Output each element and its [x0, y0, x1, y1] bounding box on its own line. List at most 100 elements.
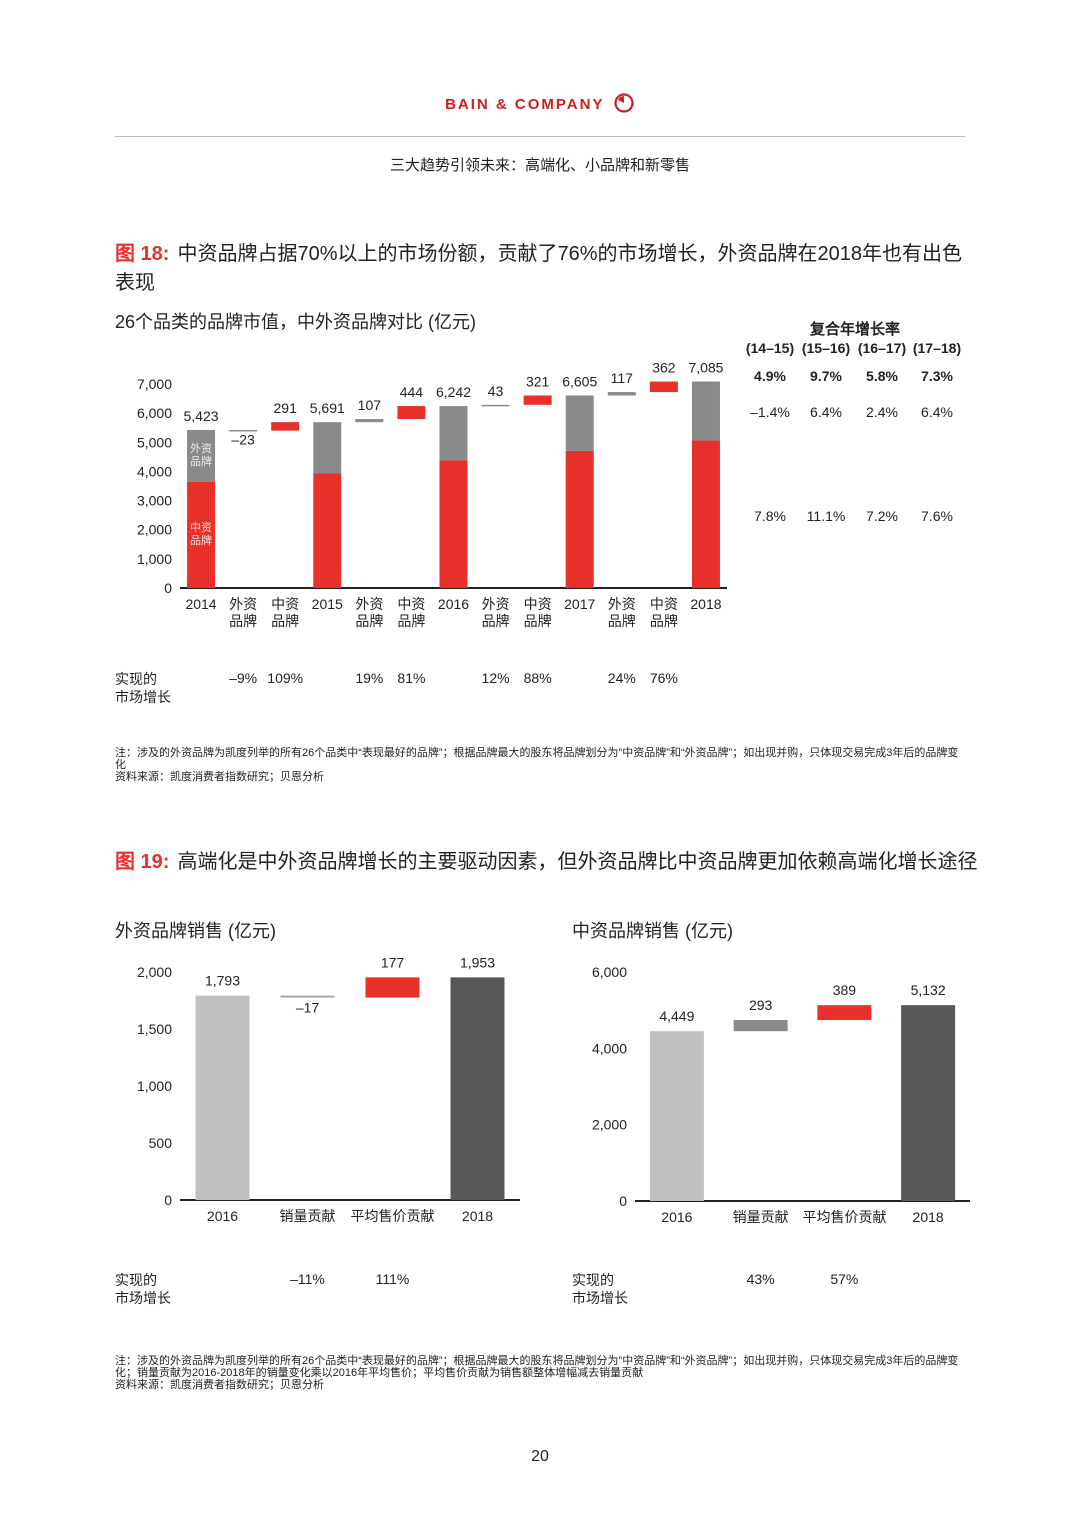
header-brand: BAIN & COMPANY — [0, 92, 1080, 114]
value-label: 43 — [488, 383, 504, 399]
y-tick-label: 0 — [164, 1192, 172, 1208]
chart-title: 26个品类的品牌市值，中外资品牌对比 (亿元) — [115, 312, 477, 332]
x-tick-label: 中资品牌 — [643, 596, 685, 630]
x-tick-label-text: 中资品牌 — [271, 596, 300, 629]
value-label: 362 — [652, 360, 676, 376]
x-tick-label-text: 2018 — [461, 1208, 494, 1224]
x-tick-label: 平均售价贡献 — [803, 1209, 887, 1226]
cagr-cell: 4.9% — [754, 368, 786, 384]
x-tick-label-text: 外资品牌 — [229, 596, 258, 629]
x-tick-label: 2018 — [886, 1209, 970, 1226]
cagr-cell: 2.4% — [866, 404, 898, 420]
x-tick-label-text: 中资品牌 — [397, 596, 426, 629]
y-tick-label: 4,000 — [137, 463, 172, 479]
bar-segment — [187, 429, 216, 482]
delta-bar — [523, 395, 552, 405]
cagr-column: (17–18) — [912, 340, 962, 356]
x-tick-label: 平均售价贡献 — [350, 1208, 435, 1225]
value-label: 19% — [355, 670, 383, 686]
y-tick-label: 500 — [149, 1135, 173, 1151]
segment-label: 中资品牌 — [190, 521, 213, 547]
delta-bar — [229, 429, 258, 432]
cagr-cell: 6.4% — [810, 404, 842, 420]
delta-bar — [280, 995, 335, 998]
value-label: 109% — [267, 670, 303, 686]
delta-bar — [355, 419, 384, 423]
cagr-cell: 7.2% — [866, 508, 898, 524]
value-label: –9% — [229, 670, 257, 686]
bar-segment — [313, 473, 342, 588]
figure-text: 高端化是中外资品牌增长的主要驱动因素，但外资品牌比中资品牌更加依赖高端化增长途径 — [177, 851, 978, 873]
value-label: 4,449 — [659, 1008, 694, 1024]
notes: 注：涉及的外资品牌为凯度列举的所有26个品类中“表现最好的品牌”；根据品牌最大的… — [115, 747, 965, 783]
bar-segment — [187, 481, 216, 588]
y-tick-label: 0 — [619, 1193, 627, 1209]
figure-title: 图 19: 高端化是中外资品牌增长的主要驱动因素，但外资品牌比中资品牌更加依赖高端… — [115, 848, 985, 877]
value-label: –11% — [290, 1271, 325, 1287]
y-tick-label: 6,000 — [137, 405, 172, 421]
note: 资料来源：凯度消费者指数研究；贝恩分析 — [115, 1379, 324, 1391]
cagr-cell: 7.6% — [921, 508, 953, 524]
x-tick-label: 2016 — [635, 1209, 719, 1226]
cagr-cell: 7.3% — [921, 368, 953, 384]
value-label: 107 — [358, 397, 382, 413]
value-label: 6,242 — [436, 384, 471, 400]
bar-segment — [691, 440, 720, 588]
x-tick-label-text: 外资品牌 — [355, 596, 384, 629]
x-tick-label-text: 2017 — [564, 596, 596, 612]
x-tick-label: 2017 — [559, 596, 601, 613]
cagr-cell: 7.8% — [754, 508, 786, 524]
value-label: 76% — [650, 670, 678, 686]
x-tick-label: 中资品牌 — [390, 596, 432, 630]
value-label: 24% — [608, 670, 636, 686]
delta-bar — [733, 1020, 788, 1032]
x-tick-label: 外资品牌 — [475, 596, 517, 630]
chart-title: 外资品牌销售 (亿元) — [115, 921, 276, 941]
value-label: 5,691 — [310, 400, 345, 416]
x-tick-label: 2018 — [435, 1208, 520, 1225]
x-tick-label-text: 2014 — [185, 596, 217, 612]
cagr-cell: 5.8% — [866, 368, 898, 384]
cagr-column: (14–15) — [745, 340, 795, 356]
x-tick-label-text: 2018 — [912, 1209, 944, 1225]
note: 注：涉及的外资品牌为凯度列举的所有26个品类中“表现最好的品牌”；根据品牌最大的… — [115, 1355, 959, 1379]
logo — [614, 93, 634, 113]
y-tick-label: 2,000 — [592, 1117, 627, 1133]
value-label: 117 — [611, 370, 634, 386]
x-tick-label: 外资品牌 — [348, 596, 390, 630]
total-bar — [649, 1031, 704, 1201]
y-tick-label: 4,000 — [592, 1040, 627, 1056]
x-tick-label-text: 平均售价贡献 — [350, 1208, 435, 1224]
x-tick-label-text: 外资品牌 — [481, 596, 510, 629]
note: 资料来源：凯度消费者指数研究；贝恩分析 — [115, 771, 324, 783]
cagr-cell: –1.4% — [750, 404, 790, 420]
total-bar — [450, 977, 505, 1200]
x-tick-label-text: 2016 — [437, 596, 470, 612]
cagr-cell: 6.4% — [921, 404, 953, 420]
value-label: 43% — [747, 1271, 775, 1287]
delta-bar — [481, 404, 510, 407]
bar-segment — [439, 460, 468, 588]
value-label: 6,605 — [562, 374, 597, 390]
value-label: –23 — [231, 432, 255, 448]
delta-bar — [649, 381, 678, 393]
total-bar — [195, 995, 250, 1200]
y-tick-label: 3,000 — [137, 493, 172, 509]
value-label: 1,793 — [205, 973, 240, 989]
x-tick-label-text: 2016 — [206, 1208, 239, 1224]
value-label: 5,423 — [184, 408, 219, 424]
growth-label: 实现的 — [115, 1272, 157, 1288]
notes: 注：涉及的外资品牌为凯度列举的所有26个品类中“表现最好的品牌”；根据品牌最大的… — [115, 1355, 965, 1391]
page-number: 20 — [531, 1448, 549, 1465]
bar-segment — [565, 450, 594, 588]
x-tick-label: 中资品牌 — [517, 596, 559, 630]
y-tick-label: 7,000 — [137, 376, 172, 392]
value-label: –17 — [296, 1000, 320, 1016]
bar-segment — [691, 381, 720, 441]
note: 注：涉及的外资品牌为凯度列举的所有26个品类中“表现最好的品牌”；根据品牌最大的… — [115, 747, 959, 771]
figure-label: 图 18: — [115, 243, 170, 265]
value-label: 291 — [274, 400, 298, 416]
y-tick-label: 0 — [164, 580, 172, 596]
